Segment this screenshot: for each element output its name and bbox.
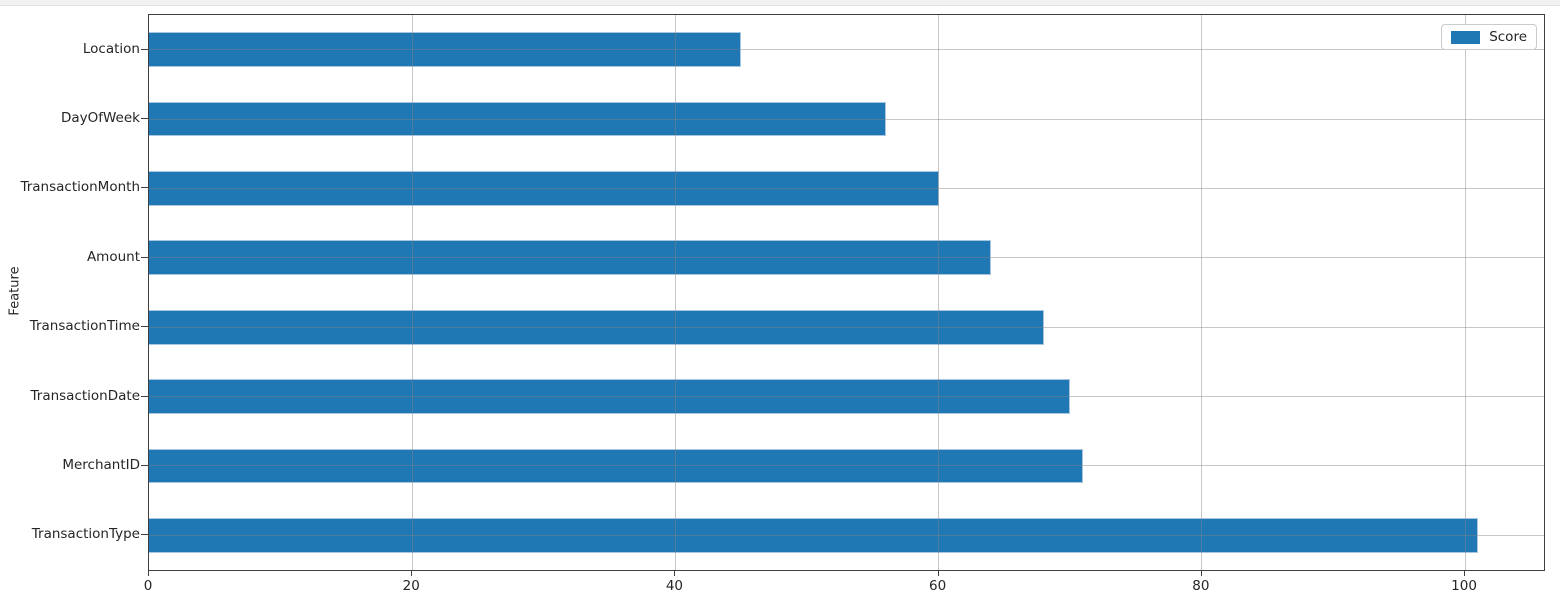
grid-line-horizontal (149, 187, 1544, 189)
y-tick-mark (141, 48, 148, 50)
x-tick-label: 100 (1451, 578, 1477, 594)
y-tick-mark (141, 326, 148, 328)
y-tick-label: TransactionMonth (20, 179, 140, 196)
grid-line-horizontal (149, 257, 1544, 259)
y-tick-label: TransactionTime (29, 318, 140, 335)
legend: Score (1441, 24, 1537, 50)
bar-transactionmonth (149, 171, 939, 206)
grid-line-horizontal (149, 534, 1544, 536)
bar-merchantid (149, 448, 1084, 484)
grid-line-vertical (1201, 15, 1203, 570)
grid-line-vertical (1464, 15, 1466, 570)
y-tick-label: Amount (86, 248, 140, 265)
y-tick-mark (141, 395, 148, 397)
top-toolbar-edge (0, 0, 1560, 6)
y-tick-labels-layer: Location DayOfWeek TransactionMonth Amount T… (0, 14, 140, 569)
y-tick-mark (141, 256, 148, 258)
y-tick-label: Location (82, 40, 140, 57)
x-tick-label: 40 (665, 578, 683, 594)
grid-line-vertical (411, 15, 413, 570)
plot-area: Score (148, 14, 1545, 571)
x-tick-label: 60 (929, 578, 947, 594)
grid-line-horizontal (149, 118, 1544, 120)
x-tick-mark (937, 570, 939, 576)
y-tick-label: TransactionDate (30, 387, 141, 404)
grid-line-horizontal (149, 49, 1544, 51)
x-tick-label: 20 (402, 578, 420, 594)
grid-line-horizontal (149, 326, 1544, 328)
x-tick-mark (674, 570, 676, 576)
x-tick-label: 80 (1192, 578, 1210, 594)
x-tick-label: 0 (143, 578, 153, 594)
bar-dayofweek (149, 101, 886, 137)
grid-line-horizontal (149, 396, 1544, 398)
bar-transactiondate (149, 379, 1071, 414)
x-tick-mark (411, 570, 413, 576)
legend-swatch-score-icon (1451, 30, 1481, 44)
y-tick-mark (141, 534, 148, 536)
y-tick-label: MerchantID (62, 456, 140, 473)
bar-transactiontime (149, 309, 1044, 345)
y-tick-label: DayOfWeek (60, 110, 140, 127)
x-tick-mark (148, 570, 149, 576)
grid-line-vertical (674, 15, 676, 570)
grid-line-vertical (938, 15, 940, 570)
y-tick-mark (141, 464, 148, 466)
y-tick-mark (141, 118, 148, 120)
x-tick-mark (1200, 570, 1202, 576)
y-tick-label: TransactionType (31, 526, 140, 543)
bar-amount (149, 240, 992, 276)
grid-line-horizontal (149, 465, 1544, 467)
y-tick-mark (141, 187, 148, 189)
legend-label: Score (1489, 29, 1527, 45)
bar-transactiontype (149, 517, 1479, 553)
bar-location (149, 32, 742, 68)
x-tick-mark (1464, 570, 1466, 576)
